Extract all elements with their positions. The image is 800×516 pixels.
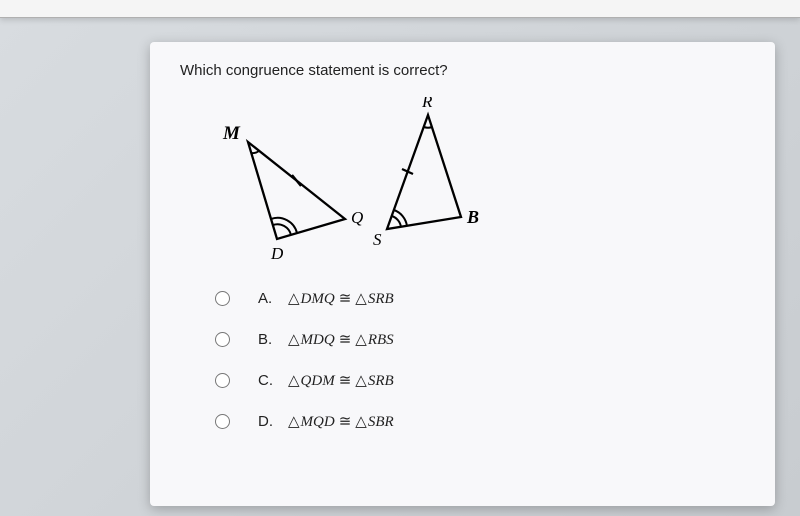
triangle-rsb: R S B	[373, 97, 479, 249]
option-d-letter: D.	[258, 413, 276, 430]
label-q: Q	[351, 208, 363, 227]
option-c-letter: C.	[258, 372, 276, 389]
option-a-letter: A.	[258, 290, 276, 307]
radio-a[interactable]	[215, 291, 230, 306]
question-card: Which congruence statement is correct? M…	[150, 42, 775, 506]
option-b-letter: B.	[258, 331, 276, 348]
option-c-math: △QDM≅△SRB	[288, 371, 394, 390]
option-d-math: △MQD≅△SBR	[288, 412, 394, 431]
options-list: A. △DMQ≅△SRB B. △MDQ≅△RBS C. △QDM≅△SRB D…	[215, 289, 745, 431]
label-r: R	[421, 97, 433, 111]
label-s: S	[373, 230, 382, 249]
option-b-math: △MDQ≅△RBS	[288, 330, 394, 349]
option-c[interactable]: C. △QDM≅△SRB	[215, 371, 745, 390]
label-b: B	[466, 207, 479, 227]
option-d-label: D. △MQD≅△SBR	[258, 412, 394, 431]
option-a-math: △DMQ≅△SRB	[288, 289, 394, 308]
option-b-label: B. △MDQ≅△RBS	[258, 330, 394, 349]
label-m: M	[222, 123, 241, 144]
top-bar	[0, 0, 800, 18]
label-d: D	[270, 244, 284, 263]
radio-c[interactable]	[215, 373, 230, 388]
option-a[interactable]: A. △DMQ≅△SRB	[215, 289, 745, 308]
option-c-label: C. △QDM≅△SRB	[258, 371, 394, 390]
radio-d[interactable]	[215, 414, 230, 429]
option-b[interactable]: B. △MDQ≅△RBS	[215, 330, 745, 349]
option-d[interactable]: D. △MQD≅△SBR	[215, 412, 745, 431]
question-prompt: Which congruence statement is correct?	[180, 62, 745, 79]
radio-b[interactable]	[215, 332, 230, 347]
triangle-diagram: M D Q R S B	[215, 97, 505, 267]
triangle-mdq: M D Q	[222, 123, 363, 263]
option-a-label: A. △DMQ≅△SRB	[258, 289, 394, 308]
